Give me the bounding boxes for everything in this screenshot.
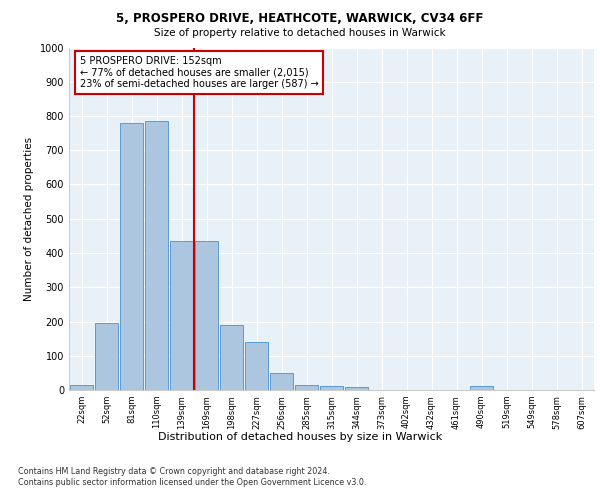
- Bar: [345, 386, 368, 390]
- Bar: [120, 123, 143, 390]
- Bar: [245, 342, 268, 390]
- Bar: [320, 386, 343, 390]
- Bar: [220, 325, 243, 390]
- Bar: [470, 386, 493, 390]
- Bar: [295, 385, 318, 390]
- Text: Contains HM Land Registry data © Crown copyright and database right 2024.
Contai: Contains HM Land Registry data © Crown c…: [18, 468, 367, 487]
- Bar: [195, 241, 218, 390]
- Text: 5 PROSPERO DRIVE: 152sqm
← 77% of detached houses are smaller (2,015)
23% of sem: 5 PROSPERO DRIVE: 152sqm ← 77% of detach…: [79, 56, 318, 90]
- Bar: [170, 241, 193, 390]
- Text: Distribution of detached houses by size in Warwick: Distribution of detached houses by size …: [158, 432, 442, 442]
- Bar: [70, 385, 93, 390]
- Y-axis label: Number of detached properties: Number of detached properties: [24, 136, 34, 301]
- Bar: [270, 373, 293, 390]
- Bar: [145, 121, 168, 390]
- Text: 5, PROSPERO DRIVE, HEATHCOTE, WARWICK, CV34 6FF: 5, PROSPERO DRIVE, HEATHCOTE, WARWICK, C…: [116, 12, 484, 26]
- Text: Size of property relative to detached houses in Warwick: Size of property relative to detached ho…: [154, 28, 446, 38]
- Bar: [95, 323, 118, 390]
